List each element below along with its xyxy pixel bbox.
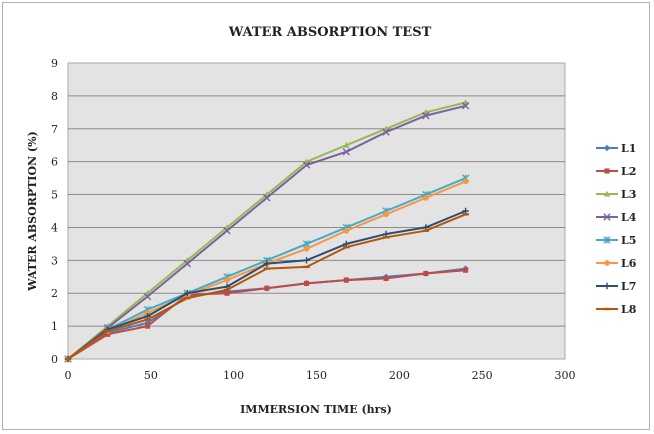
data-point xyxy=(105,331,111,337)
legend-item-l2: L2 xyxy=(596,165,636,178)
data-point xyxy=(383,275,389,281)
data-point xyxy=(304,280,310,286)
legend-label: L3 xyxy=(621,188,636,201)
data-point xyxy=(462,178,469,185)
y-tick-label: 2 xyxy=(51,287,58,300)
y-tick-label: 4 xyxy=(51,221,58,234)
legend-item-l5: L5 xyxy=(596,234,636,247)
series-l8 xyxy=(64,213,469,361)
data-point xyxy=(422,111,430,120)
legend-marker xyxy=(603,282,611,290)
data-point xyxy=(422,194,429,201)
x-tick-label: 0 xyxy=(65,369,72,382)
y-axis-ticks: 0 1 2 3 4 5 6 7 8 9 xyxy=(51,57,58,366)
data-point xyxy=(223,227,231,235)
legend-marker xyxy=(603,144,611,152)
y-axis-title: WATER ABSORPTION (%) xyxy=(26,131,39,292)
x-axis-ticks: 0 50 100 150 200 250 300 xyxy=(65,369,576,382)
data-point xyxy=(263,260,270,267)
data-point xyxy=(463,267,469,273)
x-tick-label: 150 xyxy=(306,369,327,382)
legend-item-l3: L3 xyxy=(596,188,636,201)
chart-title: WATER ABSORPTION TEST xyxy=(228,25,432,40)
legend-label: L5 xyxy=(621,234,636,247)
data-point xyxy=(224,277,230,283)
legend-marker xyxy=(603,236,611,244)
data-point xyxy=(461,102,470,110)
x-tick-label: 250 xyxy=(472,369,493,382)
data-point xyxy=(224,290,230,296)
series-l7 xyxy=(64,207,469,363)
data-point xyxy=(303,245,310,252)
data-point xyxy=(343,277,349,283)
y-tick-label: 8 xyxy=(51,90,58,103)
x-tick-label: 100 xyxy=(223,369,244,382)
data-point xyxy=(303,257,310,264)
data-point xyxy=(184,290,191,297)
legend-item-l4: L4 xyxy=(596,211,637,224)
data-point xyxy=(143,292,152,301)
data-point xyxy=(342,148,351,156)
y-tick-label: 7 xyxy=(51,123,58,136)
data-point xyxy=(144,323,151,329)
y-tick-label: 0 xyxy=(51,353,58,366)
y-tick-label: 9 xyxy=(51,57,58,70)
data-point xyxy=(183,259,191,268)
plot-area xyxy=(67,62,566,360)
y-tick-label: 1 xyxy=(51,320,58,333)
series-group xyxy=(64,99,470,363)
y-tick-label: 5 xyxy=(51,189,58,202)
legend-label: L7 xyxy=(621,280,636,293)
legend-marker xyxy=(603,213,611,221)
legend-label: L8 xyxy=(621,303,637,316)
x-tick-label: 50 xyxy=(144,369,158,382)
data-point xyxy=(302,161,311,169)
legend-label: L1 xyxy=(621,142,636,155)
data-point xyxy=(382,128,390,136)
x-tick-label: 300 xyxy=(555,369,576,382)
y-tick-label: 3 xyxy=(51,254,58,267)
x-axis-title: IMMERSION TIME (hrs) xyxy=(240,403,392,416)
series-l4 xyxy=(64,102,470,363)
data-point xyxy=(343,227,350,234)
legend-marker xyxy=(604,168,610,174)
legend-item-l6: L6 xyxy=(596,257,637,270)
data-point xyxy=(383,211,389,218)
data-point xyxy=(264,285,270,291)
legend: L1 L2 L3 L4 L5 L6 L7 L8 xyxy=(596,142,637,316)
data-point xyxy=(263,194,271,202)
legend-label: L6 xyxy=(621,257,637,270)
y-tick-label: 6 xyxy=(51,156,58,169)
x-tick-label: 200 xyxy=(389,369,410,382)
legend-label: L4 xyxy=(621,211,637,224)
legend-marker xyxy=(603,190,611,197)
legend-item-l8: L8 xyxy=(596,303,637,316)
legend-item-l1: L1 xyxy=(596,142,636,155)
legend-label: L2 xyxy=(621,165,636,178)
legend-item-l7: L7 xyxy=(596,280,636,293)
data-point xyxy=(343,142,350,148)
data-point xyxy=(423,270,429,277)
legend-marker xyxy=(604,260,610,266)
